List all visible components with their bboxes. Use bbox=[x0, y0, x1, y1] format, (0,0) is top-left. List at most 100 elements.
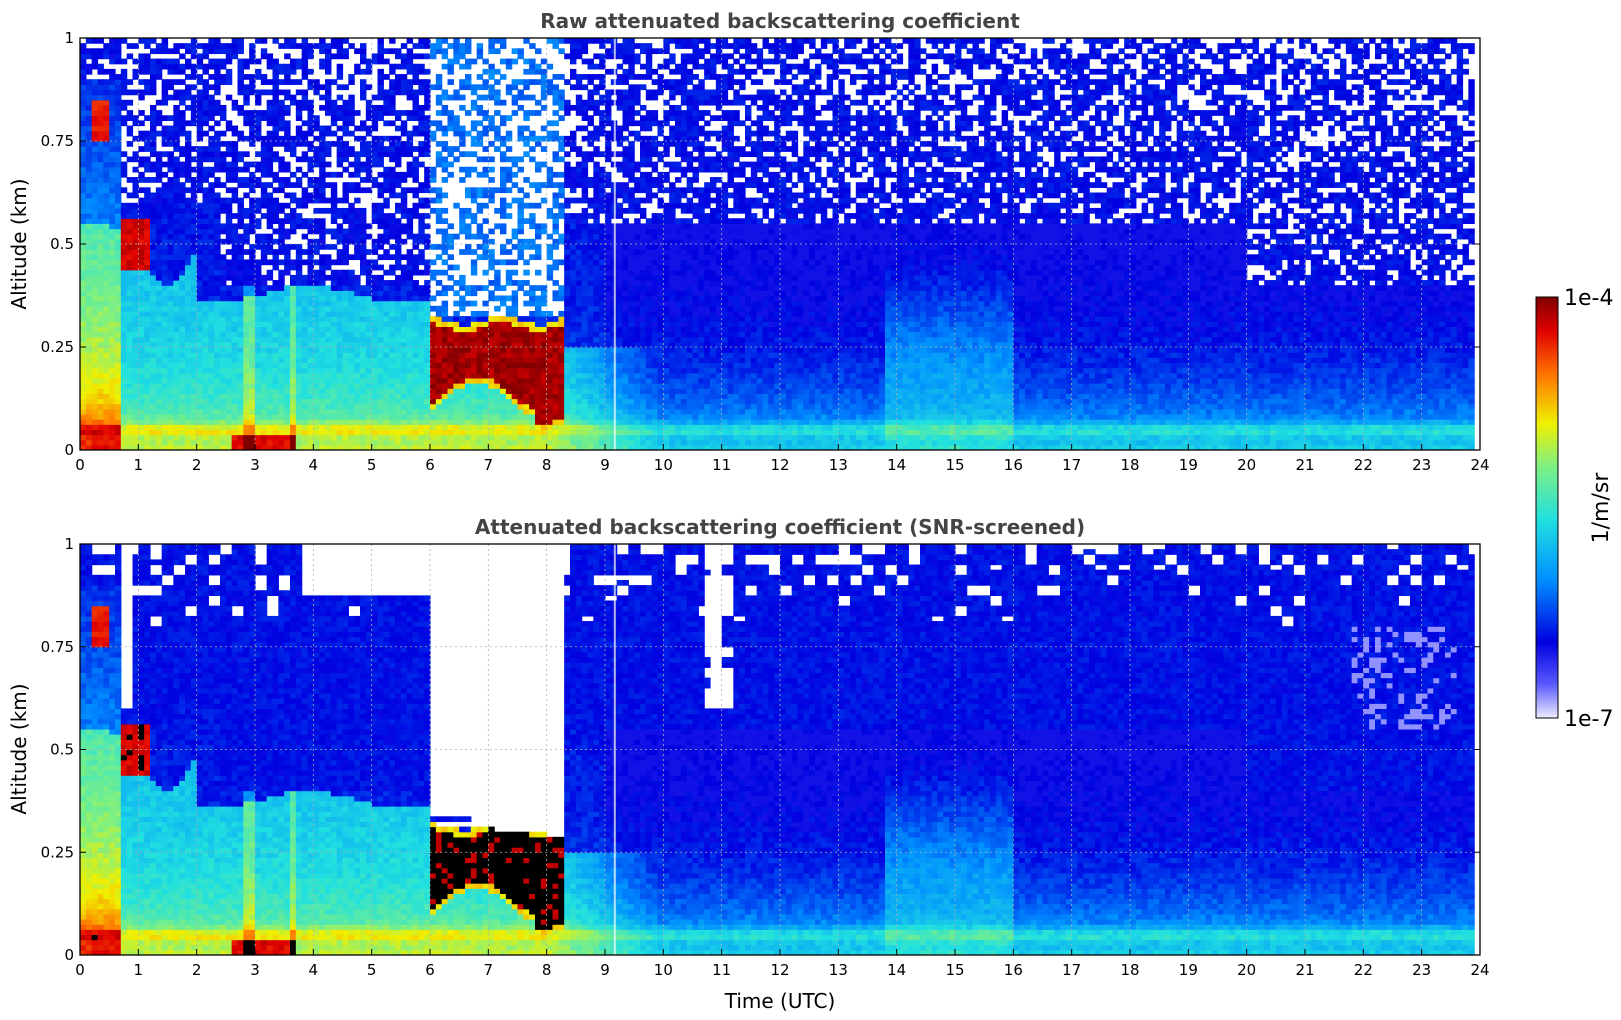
heatmap-cell bbox=[395, 207, 402, 214]
heatmap-cell bbox=[517, 223, 524, 230]
heatmap-cell bbox=[196, 274, 204, 281]
heatmap-cell bbox=[377, 403, 384, 410]
heatmap-cell bbox=[161, 125, 169, 132]
heatmap-cell bbox=[173, 285, 180, 291]
heatmap-cell bbox=[185, 48, 192, 55]
heatmap-cell bbox=[476, 171, 484, 178]
heatmap-cell bbox=[505, 274, 513, 281]
heatmap-cell bbox=[115, 233, 122, 240]
heatmap-cell bbox=[109, 439, 116, 446]
heatmap-cell bbox=[406, 347, 414, 353]
heatmap-cell bbox=[383, 316, 390, 322]
heatmap-cell bbox=[103, 331, 110, 338]
heatmap-cell bbox=[144, 63, 151, 70]
heatmap-cell bbox=[225, 120, 233, 127]
heatmap-cell bbox=[266, 58, 274, 65]
heatmap-cell bbox=[453, 383, 460, 389]
heatmap-cell bbox=[103, 341, 110, 348]
heatmap-cell bbox=[377, 305, 384, 312]
heatmap-cell bbox=[91, 419, 99, 425]
heatmap-cell bbox=[540, 383, 548, 389]
heatmap-cell bbox=[319, 310, 326, 317]
heatmap-cell bbox=[249, 89, 256, 96]
heatmap-cell bbox=[167, 197, 174, 204]
heatmap-cell bbox=[418, 367, 425, 374]
heatmap-cell bbox=[185, 213, 192, 219]
heatmap-cell bbox=[325, 383, 332, 389]
heatmap-cell bbox=[220, 419, 227, 425]
heatmap-cell bbox=[307, 146, 314, 152]
heatmap-cell bbox=[371, 249, 379, 255]
heatmap-cell bbox=[167, 439, 174, 446]
heatmap-cell bbox=[255, 413, 262, 420]
heatmap-cell bbox=[225, 213, 233, 219]
heatmap-cell bbox=[371, 135, 379, 142]
heatmap-cell bbox=[202, 223, 209, 230]
heatmap-cell bbox=[348, 347, 355, 353]
heatmap-cell bbox=[167, 182, 174, 188]
heatmap-cell bbox=[278, 135, 285, 142]
heatmap-cell bbox=[465, 403, 472, 410]
heatmap-cell bbox=[272, 336, 279, 343]
heatmap-cell bbox=[284, 141, 291, 147]
heatmap-cell bbox=[196, 228, 204, 235]
heatmap-cell bbox=[237, 48, 244, 55]
heatmap-cell bbox=[190, 290, 198, 297]
heatmap-cell bbox=[144, 305, 151, 312]
heatmap-cell bbox=[494, 419, 501, 425]
heatmap-cell bbox=[97, 38, 104, 44]
heatmap-cell bbox=[91, 259, 99, 266]
heatmap-cell bbox=[91, 89, 99, 96]
heatmap-cell bbox=[243, 58, 250, 65]
heatmap-cell bbox=[185, 434, 192, 441]
heatmap-cell bbox=[278, 290, 285, 297]
heatmap-cell bbox=[529, 94, 536, 101]
heatmap-cell bbox=[389, 68, 396, 75]
heatmap-cell bbox=[243, 331, 250, 338]
heatmap-cell bbox=[354, 377, 361, 384]
heatmap-cell bbox=[225, 238, 233, 245]
heatmap-cell bbox=[465, 43, 472, 49]
heatmap-cell bbox=[307, 331, 314, 338]
heatmap-cell bbox=[424, 341, 431, 348]
heatmap-cell bbox=[412, 74, 419, 80]
heatmap-cell bbox=[115, 125, 122, 132]
heatmap-cell bbox=[255, 197, 262, 204]
heatmap-cell bbox=[185, 244, 192, 250]
heatmap-cell bbox=[325, 331, 332, 338]
heatmap-cell bbox=[301, 280, 309, 286]
heatmap-cell bbox=[360, 259, 367, 266]
heatmap-cell bbox=[190, 398, 198, 405]
heatmap-cell bbox=[120, 269, 128, 276]
heatmap-cell bbox=[505, 166, 513, 173]
heatmap-cell bbox=[179, 285, 186, 291]
heatmap-cell bbox=[161, 439, 169, 446]
heatmap-cell bbox=[377, 377, 384, 384]
heatmap-cell bbox=[325, 274, 332, 281]
heatmap-cell bbox=[190, 238, 198, 245]
heatmap-cell bbox=[144, 156, 151, 163]
heatmap-cell bbox=[138, 207, 145, 214]
heatmap-cell bbox=[360, 403, 367, 410]
heatmap-cell bbox=[97, 48, 104, 55]
heatmap-cell bbox=[161, 388, 169, 394]
heatmap-cell bbox=[435, 187, 443, 194]
heatmap-cell bbox=[400, 269, 408, 276]
heatmap-cell bbox=[476, 424, 484, 430]
heatmap-cell bbox=[336, 419, 344, 425]
heatmap-cell bbox=[342, 48, 349, 55]
heatmap-cell bbox=[243, 326, 250, 333]
heatmap-cell bbox=[190, 146, 198, 152]
heatmap-cell bbox=[231, 295, 239, 302]
heatmap-cell bbox=[179, 372, 186, 379]
heatmap-cell bbox=[377, 295, 384, 302]
heatmap-cell bbox=[540, 295, 548, 302]
heatmap-cell bbox=[301, 38, 309, 44]
heatmap-cell bbox=[91, 115, 99, 121]
heatmap-cell bbox=[260, 233, 268, 240]
heatmap-cell bbox=[138, 156, 145, 163]
heatmap-cell bbox=[196, 285, 204, 291]
heatmap-cell bbox=[126, 99, 134, 106]
heatmap-cell bbox=[85, 367, 93, 374]
heatmap-cell bbox=[313, 238, 320, 245]
